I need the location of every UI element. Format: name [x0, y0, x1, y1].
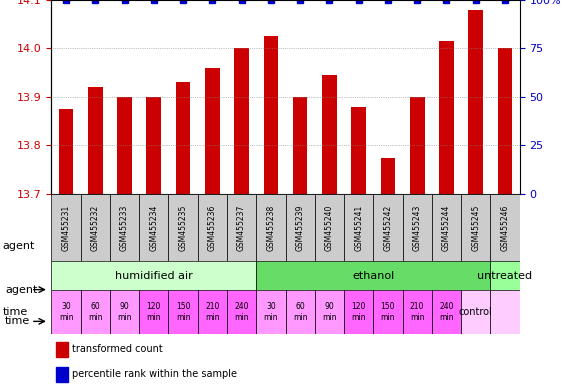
Text: GSM455244: GSM455244	[442, 204, 451, 251]
Text: 210
min: 210 min	[410, 302, 424, 322]
Bar	[88, 87, 103, 194]
Text: GSM455246: GSM455246	[500, 204, 509, 251]
Bar	[439, 41, 454, 194]
Text: control: control	[459, 307, 493, 317]
FancyBboxPatch shape	[461, 290, 490, 334]
Text: GSM455237: GSM455237	[237, 204, 246, 251]
Text: GSM455243: GSM455243	[413, 204, 422, 251]
Text: 240
min: 240 min	[234, 302, 249, 322]
Text: humidified air: humidified air	[115, 270, 192, 281]
FancyBboxPatch shape	[461, 194, 490, 261]
FancyBboxPatch shape	[403, 290, 432, 334]
Text: GSM455233: GSM455233	[120, 204, 129, 251]
FancyBboxPatch shape	[139, 194, 168, 261]
Text: agent: agent	[3, 241, 35, 251]
Bar	[322, 75, 337, 194]
Bar	[59, 109, 73, 194]
Bar	[205, 68, 220, 194]
Text: 60
min: 60 min	[293, 302, 307, 322]
FancyBboxPatch shape	[227, 194, 256, 261]
Bar	[147, 97, 161, 194]
Text: GSM455239: GSM455239	[296, 204, 305, 251]
Text: GSM455236: GSM455236	[208, 204, 217, 251]
Bar	[468, 10, 483, 194]
FancyBboxPatch shape	[81, 194, 110, 261]
Text: 240
min: 240 min	[439, 302, 454, 322]
Text: 120
min: 120 min	[351, 302, 366, 322]
Text: GSM455238: GSM455238	[266, 204, 275, 251]
Bar	[264, 36, 278, 194]
Text: percentile rank within the sample: percentile rank within the sample	[73, 369, 238, 379]
FancyBboxPatch shape	[432, 290, 461, 334]
Text: time: time	[3, 307, 28, 317]
Bar	[234, 48, 249, 194]
FancyBboxPatch shape	[344, 194, 373, 261]
Bar	[351, 107, 366, 194]
FancyBboxPatch shape	[373, 194, 403, 261]
FancyBboxPatch shape	[227, 290, 256, 334]
Text: 60
min: 60 min	[88, 302, 103, 322]
FancyBboxPatch shape	[490, 194, 520, 261]
FancyBboxPatch shape	[110, 290, 139, 334]
FancyBboxPatch shape	[490, 261, 520, 290]
Text: GSM455235: GSM455235	[179, 204, 188, 251]
Text: GSM455245: GSM455245	[471, 204, 480, 251]
Bar	[498, 48, 512, 194]
FancyBboxPatch shape	[198, 290, 227, 334]
Bar	[56, 366, 68, 382]
FancyBboxPatch shape	[403, 194, 432, 261]
Text: GSM455242: GSM455242	[383, 204, 392, 251]
Bar	[381, 157, 395, 194]
FancyBboxPatch shape	[286, 194, 315, 261]
FancyBboxPatch shape	[51, 290, 81, 334]
FancyBboxPatch shape	[256, 290, 286, 334]
FancyBboxPatch shape	[256, 261, 490, 290]
Text: transformed count: transformed count	[73, 344, 163, 354]
FancyBboxPatch shape	[110, 194, 139, 261]
FancyBboxPatch shape	[139, 290, 168, 334]
Text: 30
min: 30 min	[264, 302, 278, 322]
Text: ethanol: ethanol	[352, 270, 395, 281]
FancyBboxPatch shape	[256, 194, 286, 261]
Text: 90
min: 90 min	[322, 302, 337, 322]
FancyBboxPatch shape	[198, 194, 227, 261]
FancyBboxPatch shape	[490, 290, 520, 334]
Text: GSM455232: GSM455232	[91, 204, 100, 251]
Bar	[410, 97, 424, 194]
Text: 90
min: 90 min	[117, 302, 132, 322]
Text: GSM455240: GSM455240	[325, 204, 334, 251]
FancyBboxPatch shape	[315, 194, 344, 261]
FancyBboxPatch shape	[168, 194, 198, 261]
Bar	[176, 83, 190, 194]
FancyBboxPatch shape	[432, 194, 461, 261]
Text: GSM455231: GSM455231	[62, 204, 71, 251]
Text: 30
min: 30 min	[59, 302, 73, 322]
Text: GSM455234: GSM455234	[149, 204, 158, 251]
Text: 150
min: 150 min	[176, 302, 190, 322]
Text: agent: agent	[5, 285, 38, 295]
FancyBboxPatch shape	[51, 261, 256, 290]
Text: 150
min: 150 min	[381, 302, 395, 322]
FancyBboxPatch shape	[373, 290, 403, 334]
FancyBboxPatch shape	[344, 290, 373, 334]
FancyBboxPatch shape	[286, 290, 315, 334]
FancyBboxPatch shape	[51, 194, 81, 261]
FancyBboxPatch shape	[168, 290, 198, 334]
Text: 210
min: 210 min	[205, 302, 220, 322]
Text: GSM455241: GSM455241	[354, 204, 363, 251]
Bar	[56, 342, 68, 356]
Text: untreated: untreated	[477, 270, 533, 281]
Text: time: time	[5, 316, 30, 326]
Bar	[293, 97, 307, 194]
FancyBboxPatch shape	[315, 290, 344, 334]
Text: 120
min: 120 min	[147, 302, 161, 322]
FancyBboxPatch shape	[81, 290, 110, 334]
Bar	[117, 97, 132, 194]
